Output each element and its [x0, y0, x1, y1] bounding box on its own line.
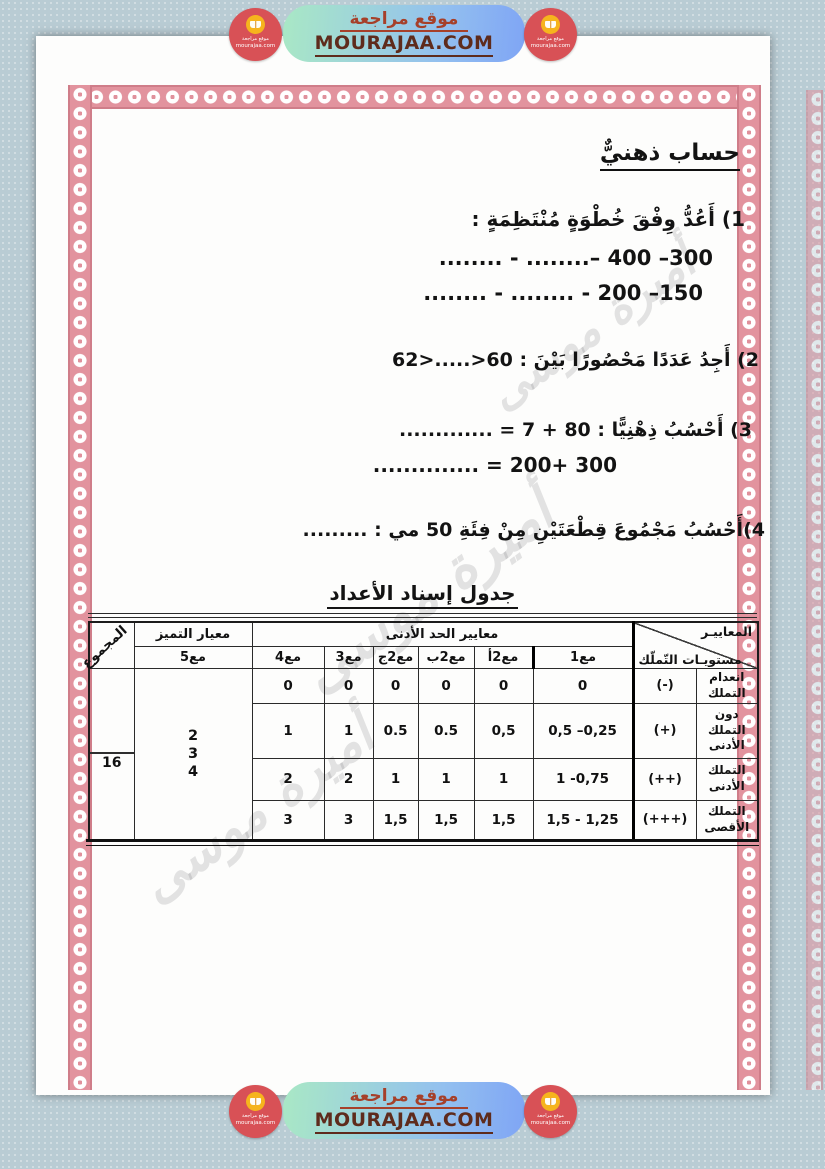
site-name-arabic: موقع مراجعة [339, 9, 469, 33]
table-cell: 1 -0,75 [532, 757, 634, 801]
table-cell: 1,5 [417, 799, 475, 841]
site-name-arabic: موقع مراجعة [339, 1086, 469, 1110]
table-title: جدول إسناد الأعداد [88, 581, 757, 609]
question-2-expression: 62>.....>60 [392, 349, 513, 371]
excellence-values-cell: 2 3 4 [133, 667, 253, 841]
table-cell: 0 [532, 667, 634, 704]
table-cell: 1 [251, 702, 325, 759]
question-3-label: 3) أَحْسُبُ ذِهْنِيًّا : [597, 419, 752, 441]
column-header: مع4 [251, 645, 325, 669]
logo-caption-url: mourajaa.com [235, 1119, 276, 1126]
table-cell: 2 [323, 757, 374, 801]
site-logo: موقع مراجعة mourajaa.com [524, 1085, 577, 1138]
sum-line [90, 752, 134, 755]
page-edge-strip [806, 90, 823, 1090]
column-header: مع2أ [473, 645, 534, 669]
decorative-border-left [68, 85, 92, 1090]
level-symbol: (-) [631, 667, 697, 704]
open-book-icon [246, 1092, 265, 1111]
logo-caption-url: mourajaa.com [530, 42, 571, 49]
logo-caption-url: mourajaa.com [235, 42, 276, 49]
site-url: MOURAJAA.COM [314, 1109, 494, 1135]
table-cell: 0.5 [417, 702, 475, 759]
column-header: مع3 [323, 645, 374, 669]
table-cell: 0,5 –0,25 [532, 702, 634, 759]
level-name: التملك الأدنى [695, 757, 759, 801]
column-header: مع5 [133, 645, 253, 669]
separator-line [88, 613, 757, 618]
table-cell: 1 [417, 757, 475, 801]
column-header: مع1 [531, 645, 634, 669]
column-header-total: المجموع [79, 621, 135, 671]
table-cell: 3 [323, 799, 374, 841]
table-cell: 0 [473, 667, 534, 704]
worksheet-page [36, 36, 770, 1095]
table-cell: 3 [251, 799, 325, 841]
section-title-mental-math: حساب ذهنيٌّ [599, 140, 740, 171]
table-cell: 0 [323, 667, 374, 704]
table-corner-cell: المعاييـر مستويـات التّملّك [631, 621, 759, 669]
table-cell: 0 [251, 667, 325, 704]
group-header-minimum-criteria: معايير الحد الأدنى [251, 621, 634, 647]
number-assignment-table: المعاييـر مستويـات التّملّك معايير الحد … [79, 621, 760, 841]
site-banner[interactable]: موقع مراجعة MOURAJAA.COM [283, 1082, 525, 1139]
question-3: 3) أَحْسُبُ ذِهْنِيًّا : ............. =… [399, 419, 752, 441]
site-logo: موقع مراجعة mourajaa.com [229, 8, 282, 61]
table-cell: 0 [417, 667, 475, 704]
level-symbol: (++) [631, 757, 697, 801]
table-cell: 1,5 [473, 799, 534, 841]
question-1-sequence-b: ........ - ........ - 200 –150 [423, 281, 703, 305]
logo-caption-ar: موقع مراجعة [242, 36, 269, 42]
question-3-expression-a: ............. = 7 + 80 [398, 419, 591, 441]
site-url: MOURAJAA.COM [314, 32, 494, 58]
site-logo: موقع مراجعة mourajaa.com [229, 1085, 282, 1138]
decorative-border-right [737, 85, 761, 1090]
site-banner[interactable]: موقع مراجعة MOURAJAA.COM [283, 5, 525, 62]
decorative-border-top [68, 85, 757, 109]
table-cell: 0.5 [372, 702, 419, 759]
open-book-icon [541, 1092, 560, 1111]
level-name: التملك الأقصى [695, 799, 759, 841]
level-symbol: (+) [631, 702, 697, 759]
corner-label-levels: مستويـات التّملّك [638, 651, 742, 667]
logo-caption-ar: موقع مراجعة [537, 1113, 564, 1119]
level-name: انعدام التملك [695, 667, 759, 704]
question-3-expression-b: .............. = 200+ 300 [372, 453, 617, 477]
question-1-sequence-a: ........ - ........– 400 –300 [438, 246, 713, 270]
question-4-label: 4)أَحْسُبُ مَجْمُوعَ قِطْعَتَيْنِ مِنْ ف… [302, 519, 765, 541]
column-header: مع2ج [372, 645, 419, 669]
table-cell: 1,5 - 1,25 [532, 799, 634, 841]
open-book-icon [541, 15, 560, 34]
site-logo: موقع مراجعة mourajaa.com [524, 8, 577, 61]
open-book-icon [246, 15, 265, 34]
table-cell: 1 [372, 757, 419, 801]
table-cell: 0,5 [473, 702, 534, 759]
total-value: 16 [102, 755, 122, 772]
column-header: مع2ب [417, 645, 475, 669]
level-name: دون التملك الأدنى [695, 702, 759, 759]
total-cell: 16 [88, 667, 135, 841]
level-symbol: (+++) [631, 799, 697, 841]
table-cell: 1,5 [372, 799, 419, 841]
logo-caption-url: mourajaa.com [530, 1119, 571, 1126]
question-2-label: 2) أَجِدُ عَدَدًا مَحْصُورًا بَيْنَ : [519, 349, 759, 371]
question-1-label: 1) أَعُدُّ وِفْقَ خُطْوَةٍ مُنْتَظِمَةٍ … [471, 207, 745, 231]
table-cell: 0 [372, 667, 419, 704]
table-cell: 2 [251, 757, 325, 801]
logo-caption-ar: موقع مراجعة [242, 1113, 269, 1119]
table-cell: 1 [323, 702, 374, 759]
table-bottom-rule [86, 839, 759, 846]
logo-caption-ar: موقع مراجعة [537, 36, 564, 42]
table-cell: 1 [473, 757, 534, 801]
group-header-excellence: معيار التميز [133, 621, 253, 647]
question-2: 2) أَجِدُ عَدَدًا مَحْصُورًا بَيْنَ : 62… [392, 349, 759, 371]
corner-label-criteria: المعاييـر [701, 624, 753, 639]
